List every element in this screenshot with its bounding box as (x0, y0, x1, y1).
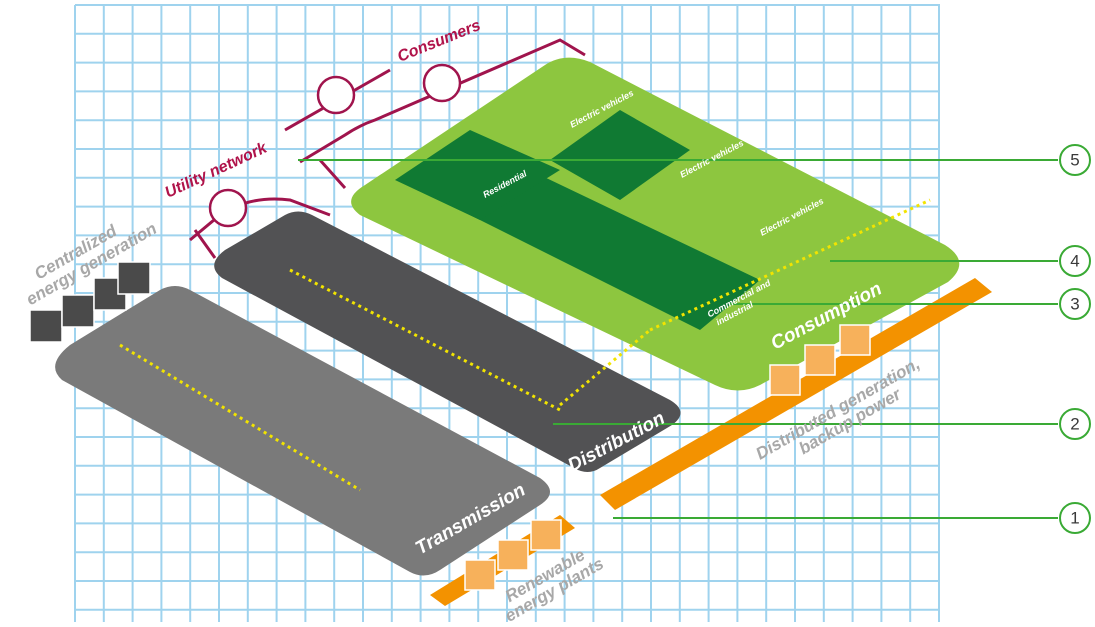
callout-number: 5 (1070, 150, 1079, 169)
callout-number: 4 (1070, 251, 1079, 270)
network-icon (210, 190, 246, 226)
backup-icon (840, 325, 870, 355)
wind-icon (805, 345, 835, 375)
callout-number: 1 (1070, 508, 1079, 527)
callout-number: 3 (1070, 294, 1079, 313)
solar-icon (770, 365, 800, 395)
diagram: 12345 Consumers Utility network Centrali… (0, 0, 1095, 627)
network-icon (424, 65, 460, 101)
network-icon (318, 77, 354, 113)
plant-block (30, 310, 62, 342)
wind-icon (498, 540, 528, 570)
callout-number: 2 (1070, 414, 1079, 433)
solar-icon (465, 560, 495, 590)
hydro-icon (531, 520, 561, 550)
plant-block (62, 295, 94, 327)
plant-block (118, 262, 150, 294)
